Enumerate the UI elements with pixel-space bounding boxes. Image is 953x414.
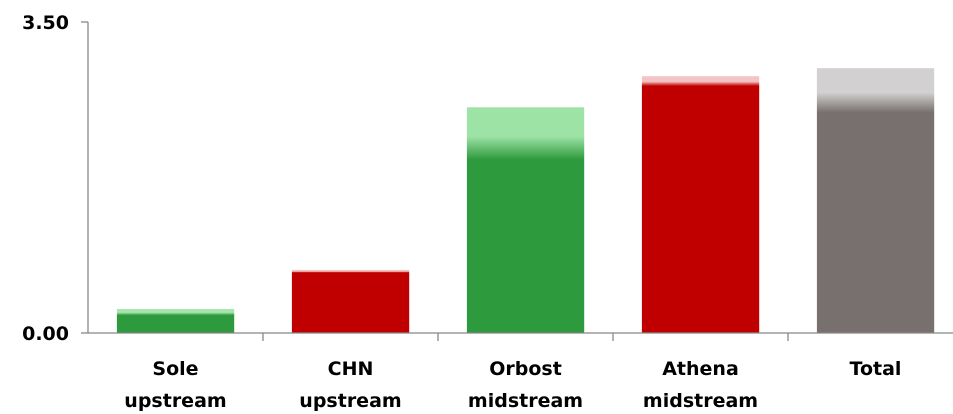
category-label-line: Orbost xyxy=(489,358,562,380)
category-label-line: Total xyxy=(850,358,902,380)
bar-2 xyxy=(292,270,409,333)
bar-5 xyxy=(817,68,934,333)
category-label-line: midstream xyxy=(468,390,583,412)
category-label: Sole upstream xyxy=(124,358,226,412)
category-label-line: upstream xyxy=(299,390,401,412)
category-label-line: CHN xyxy=(328,358,374,380)
category-label: Orbost midstream xyxy=(468,358,583,412)
category-label: CHN upstream xyxy=(299,358,401,412)
category-label-line: Athena xyxy=(662,358,739,380)
bar-4 xyxy=(642,76,759,333)
y-tick-label: 0.00 xyxy=(22,323,69,345)
bar-1 xyxy=(117,309,234,333)
bars-group xyxy=(117,68,934,333)
category-label-line: midstream xyxy=(643,390,758,412)
y-tick-label: 3.50 xyxy=(22,12,69,34)
category-label-line: Sole xyxy=(152,358,198,380)
category-label-line: upstream xyxy=(124,390,226,412)
category-label: Athena midstream xyxy=(643,358,758,412)
category-label: Total xyxy=(850,358,902,380)
bar-3 xyxy=(467,107,584,333)
